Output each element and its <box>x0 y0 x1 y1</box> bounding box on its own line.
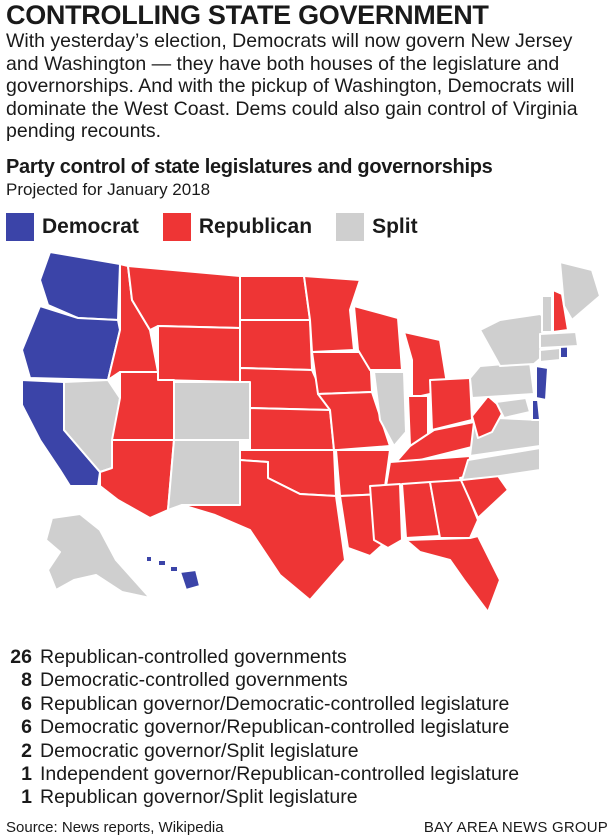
state-tx <box>181 459 346 601</box>
stat-row: 8 Democratic-controlled governments <box>6 669 519 692</box>
state-ct <box>539 347 561 363</box>
state-wy <box>157 325 241 383</box>
state-nc <box>461 447 541 481</box>
stats-list: 26 Republican-controlled governments 8 Dem… <box>6 646 519 810</box>
state-ms <box>369 483 403 549</box>
stat-count: 6 <box>21 716 32 739</box>
stat-row: 1 Independent governor/Republican-control… <box>6 763 519 786</box>
state-de <box>531 399 541 421</box>
intro-text: With yesterday’s election, Democrats wil… <box>6 30 578 142</box>
legend-label-democrat: Democrat <box>42 215 139 238</box>
legend: Democrat Republican Split <box>6 213 442 241</box>
map-title: Party control of state legislatures and … <box>6 156 493 178</box>
stat-count: 6 <box>21 692 32 715</box>
source-note: Source: News reports, Wikipedia <box>6 819 224 836</box>
state-ut <box>111 371 175 441</box>
state-oh <box>429 377 473 431</box>
state-wv <box>471 395 505 439</box>
state-nh <box>552 289 569 333</box>
state-ma <box>539 331 579 349</box>
state-mt <box>127 265 241 331</box>
legend-swatch-republican <box>162 213 191 241</box>
state-nj <box>535 365 549 401</box>
map-subtitle: Projected for January 2018 <box>6 180 211 199</box>
stat-label: Republican governor/Split legislature <box>40 786 358 809</box>
state-fl <box>405 535 501 613</box>
state-mn <box>303 275 361 353</box>
state-md <box>495 397 531 419</box>
state-hi <box>145 555 201 591</box>
stat-row: 6 Republican governor/Democratic-controll… <box>6 693 519 716</box>
state-nd <box>239 275 311 321</box>
state-ks <box>249 407 335 451</box>
state-pa <box>469 361 535 399</box>
legend-republican: Republican <box>162 213 313 241</box>
state-ak <box>45 513 151 599</box>
legend-democrat: Democrat <box>6 213 139 241</box>
stat-row: 26 Republican-controlled governments <box>6 646 519 669</box>
stat-count: 1 <box>21 786 32 809</box>
state-nm <box>167 439 241 511</box>
stat-label: Democratic governor/Split legislature <box>40 739 359 762</box>
stat-label: Republican governor/Democratic-controlle… <box>40 692 510 715</box>
legend-label-republican: Republican <box>198 215 313 238</box>
stat-count: 8 <box>21 669 32 692</box>
state-ga <box>429 479 479 539</box>
stat-row: 6 Democratic governor/Republican-controll… <box>6 716 519 739</box>
stat-count: 1 <box>21 762 32 785</box>
legend-label-split: Split <box>372 215 418 238</box>
stat-row: 1 Republican governor/Split legislature <box>6 786 519 809</box>
stat-label: Democratic governor/Republican-controlle… <box>40 716 510 739</box>
stat-count: 2 <box>21 739 32 762</box>
state-az <box>99 439 175 519</box>
stat-count: 26 <box>10 646 32 668</box>
stat-label: Republican-controlled governments <box>40 646 347 668</box>
state-vt <box>541 295 553 333</box>
stat-label: Independent governor/Republican-controll… <box>40 762 520 785</box>
state-wi <box>353 305 403 371</box>
credit-line: BAY AREA NEWS GROUP <box>423 819 608 836</box>
headline: CONTROLLING STATE GOVERNMENT <box>6 0 489 30</box>
us-state-map <box>21 251 601 613</box>
stat-label: Democratic-controlled governments <box>40 669 348 692</box>
legend-swatch-split <box>336 213 365 241</box>
legend-split: Split <box>336 213 418 241</box>
state-co <box>173 381 251 441</box>
state-me <box>559 261 601 321</box>
legend-swatch-democrat <box>6 213 34 241</box>
state-sd <box>239 319 313 371</box>
state-il <box>373 371 407 447</box>
stat-row: 2 Democratic governor/Split legislature <box>6 740 519 763</box>
